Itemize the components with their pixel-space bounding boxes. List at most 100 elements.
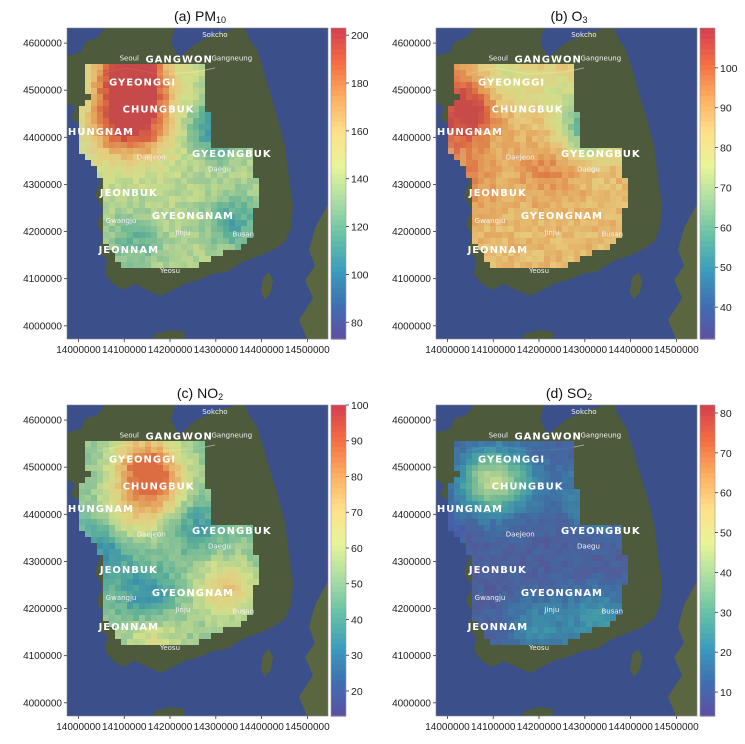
city-label: Gangneung — [581, 55, 622, 63]
city-label: Yeosu — [159, 644, 180, 652]
colorbar-segment — [700, 33, 715, 39]
colorbar-segment — [331, 441, 346, 448]
city-label: Yeosu — [159, 267, 180, 275]
city-label: Daegu — [208, 166, 231, 174]
province-label: CHUNGBUK — [123, 481, 195, 492]
colorbar-segment — [700, 690, 715, 696]
city-label: Seoul — [489, 55, 508, 63]
colorbar-tick-label: 70 — [351, 507, 363, 519]
city-label: Busan — [232, 608, 254, 616]
colorbar-tick-label: 60 — [720, 222, 732, 234]
colorbar-segment — [331, 446, 346, 453]
colorbar-segment — [331, 105, 346, 112]
province-label: GYEONGBUK — [561, 526, 641, 537]
y-tick-label: 4500000 — [23, 86, 62, 97]
y-tick-label: 4300000 — [392, 180, 431, 191]
colorbar-segment — [700, 508, 715, 515]
y-tick-label: 4600000 — [23, 39, 62, 50]
colorbar-tick-label: 40 — [720, 302, 732, 314]
colorbar-segment — [331, 85, 346, 91]
colorbar-segment — [331, 705, 346, 712]
colorbar-segment — [331, 591, 346, 598]
colorbar-segment — [331, 472, 346, 479]
colorbar-segment — [700, 323, 715, 330]
japan-landmass — [668, 204, 697, 339]
jeju-island — [522, 707, 554, 716]
colorbar-segment — [700, 69, 715, 76]
colorbar-tick-label: 100 — [720, 63, 738, 75]
colorbar-segment — [700, 684, 715, 691]
city-label: Daegu — [208, 543, 231, 551]
colorbar-segment — [331, 110, 346, 117]
province-label: CHUNGNAM — [429, 127, 503, 138]
colorbar-segment — [700, 136, 715, 143]
x-tick-label: 14300000 — [194, 345, 239, 356]
colorbar-segment — [331, 157, 346, 164]
city-label: Gwangju — [475, 217, 506, 225]
y-tick-label: 4400000 — [23, 133, 62, 144]
panel-title: (d) SO2 — [546, 385, 592, 402]
heatmap-no2 — [67, 405, 328, 716]
colorbar-segment — [331, 405, 346, 411]
colorbar-segment — [331, 648, 346, 655]
colorbar-segment — [700, 638, 715, 645]
colorbar-segment — [700, 188, 715, 195]
colorbar-segment — [700, 482, 715, 489]
colorbar-segment — [700, 162, 715, 169]
colorbar-segment — [700, 105, 715, 112]
y-tick-label: 4500000 — [23, 463, 62, 474]
colorbar-segment — [700, 59, 715, 65]
colorbar-segment — [331, 664, 346, 670]
colorbar-tick-label: 80 — [351, 471, 363, 483]
x-tick-label: 14300000 — [194, 722, 239, 733]
colorbar-segment — [700, 230, 715, 236]
province-label: JEONNAM — [98, 245, 159, 256]
colorbar-segment — [700, 576, 715, 582]
colorbar-segment — [700, 235, 715, 242]
x-tick-label: 14400000 — [239, 345, 284, 356]
colorbar-segment — [331, 410, 346, 416]
province-label: GANGWON — [145, 431, 212, 442]
colorbar-segment — [331, 462, 346, 468]
plot-frame — [435, 404, 698, 717]
province-label: GYEONGNAM — [521, 211, 603, 222]
colorbar-segment — [700, 209, 715, 216]
city-label: Gwangju — [475, 594, 506, 602]
colorbar-segment — [700, 695, 715, 702]
tsushima-island — [261, 272, 273, 300]
x-tick-label: 14400000 — [239, 722, 284, 733]
colorbar-segment — [331, 90, 346, 96]
colorbar-segment — [700, 607, 715, 613]
city-label: Daegu — [577, 543, 600, 551]
y-tick-label: 4400000 — [392, 133, 431, 144]
colorbar-segment — [700, 292, 715, 299]
colorbar-segment — [331, 38, 346, 45]
colorbar-frame — [330, 404, 347, 717]
colorbar-segment — [331, 79, 346, 86]
y-tick-label: 4400000 — [23, 510, 62, 521]
colorbar-tick-label: 40 — [720, 567, 732, 579]
colorbar-segment — [331, 430, 346, 437]
colorbar-segment — [331, 162, 346, 169]
colorbar-segment — [700, 193, 715, 200]
colorbar-segment — [700, 116, 715, 122]
colorbar-segment — [331, 142, 346, 148]
colorbar-segment — [700, 710, 715, 717]
colorbar-segment — [331, 266, 346, 273]
colorbar-segment — [700, 627, 715, 634]
colorbar-segment — [331, 307, 346, 314]
province-label: GANGWON — [145, 54, 212, 65]
colorbar-segment — [700, 157, 715, 164]
heatmap-pm10 — [67, 28, 328, 339]
panel-title: (c) NO2 — [177, 385, 223, 402]
colorbar-segment — [331, 250, 346, 257]
colorbar-segment — [331, 230, 346, 236]
colorbar-segment — [331, 199, 346, 205]
colorbar-segment — [331, 152, 346, 159]
y-tick-label: 4300000 — [392, 557, 431, 568]
heatmap-o3 — [436, 28, 697, 339]
colorbar-segment — [331, 167, 346, 174]
colorbar-segment — [331, 544, 346, 551]
colorbar-segment — [700, 519, 715, 525]
